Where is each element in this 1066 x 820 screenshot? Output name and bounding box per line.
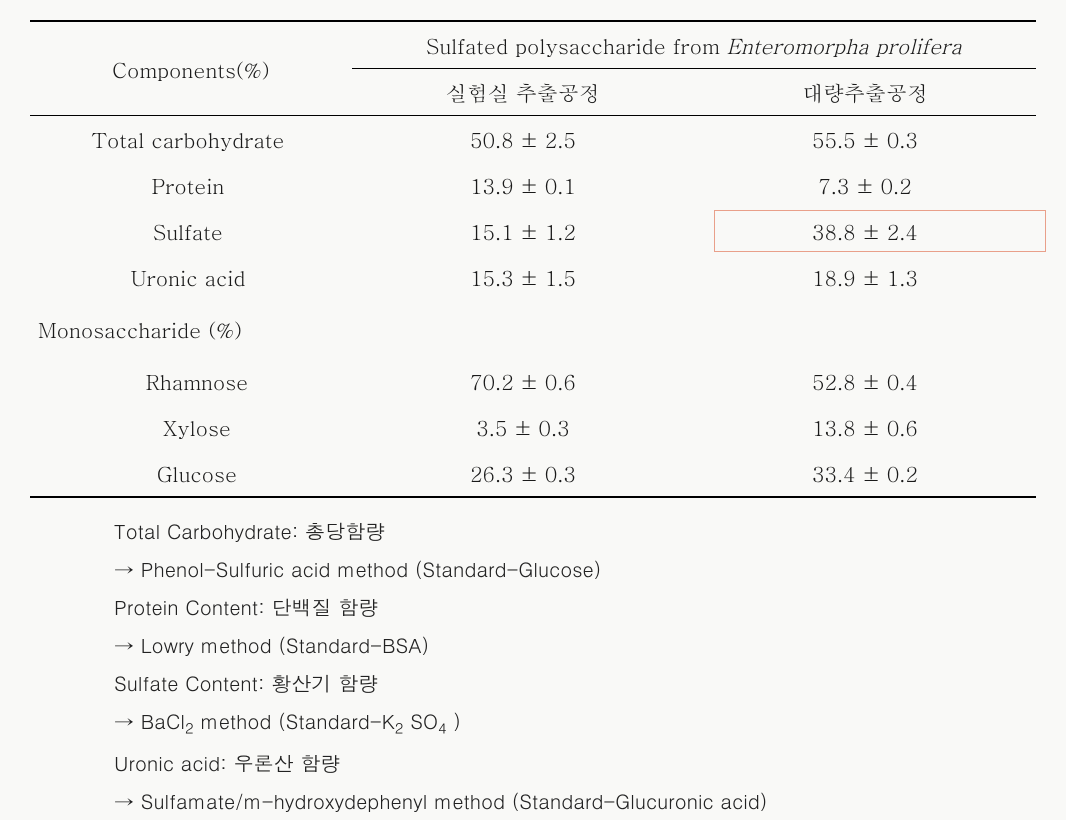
note-line: Uronic acid: 우론산 함량	[114, 744, 1036, 782]
section-label: Monosaccharide (%)	[30, 300, 1036, 358]
table-row: Sulfate 15.1 ± 1.2 38.8 ± 2.4	[30, 208, 1036, 254]
row-label: Total carbohydrate	[30, 116, 352, 163]
header-components: Components(%)	[30, 21, 352, 116]
row-value-highlighted: 38.8 ± 2.4	[694, 208, 1036, 254]
table-section-row: Monosaccharide (%)	[30, 300, 1036, 358]
note-text: method (Standard-K	[194, 706, 395, 735]
header-col1: 실험실 추출공정	[352, 69, 694, 116]
table-row: Xylose 3.5 ± 0.3 13.8 ± 0.6	[30, 404, 1036, 450]
table-row: Total carbohydrate 50.8 ± 2.5 55.5 ± 0.3	[30, 116, 1036, 163]
row-label: Glucose	[30, 450, 352, 497]
row-value: 50.8 ± 2.5	[352, 116, 694, 163]
row-value: 33.4 ± 0.2	[694, 450, 1036, 497]
subscript: 2	[185, 718, 194, 739]
note-line: → Phenol-Sulfuric acid method (Standard-…	[114, 550, 1036, 588]
table-row: Rhamnose 70.2 ± 0.6 52.8 ± 0.4	[30, 358, 1036, 404]
note-line: Protein Content: 단백질 함량	[114, 588, 1036, 626]
row-label: Protein	[30, 162, 352, 208]
row-value: 18.9 ± 1.3	[694, 254, 1036, 300]
table-row: Protein 13.9 ± 0.1 7.3 ± 0.2	[30, 162, 1036, 208]
row-value: 3.5 ± 0.3	[352, 404, 694, 450]
note-line: → Sulfamate/m-hydroxydephenyl method (St…	[114, 782, 1036, 820]
row-value: 52.8 ± 0.4	[694, 358, 1036, 404]
composition-table: Components(%) Sulfated polysaccharide fr…	[30, 20, 1036, 498]
row-label: Xylose	[30, 404, 352, 450]
row-value: 13.8 ± 0.6	[694, 404, 1036, 450]
row-value: 26.3 ± 0.3	[352, 450, 694, 497]
header-super-prefix: Sulfated polysaccharide from	[426, 30, 727, 60]
table-row: Uronic acid 15.3 ± 1.5 18.9 ± 1.3	[30, 254, 1036, 300]
table-row: Glucose 26.3 ± 0.3 33.4 ± 0.2	[30, 450, 1036, 497]
subscript: 4	[438, 718, 447, 739]
row-value: 13.9 ± 0.1	[352, 162, 694, 208]
header-col2: 대량추출공정	[694, 69, 1036, 116]
row-label: Rhamnose	[30, 358, 352, 404]
row-label: Sulfate	[30, 208, 352, 254]
row-value: 15.1 ± 1.2	[352, 208, 694, 254]
note-line: → BaCl2 method (Standard-K2 SO4 )	[114, 702, 1036, 744]
row-value: 15.3 ± 1.5	[352, 254, 694, 300]
header-super: Sulfated polysaccharide from Enteromorph…	[352, 21, 1036, 69]
row-value: 55.5 ± 0.3	[694, 116, 1036, 163]
notes-block: Total Carbohydrate: 총당함량 → Phenol-Sulfur…	[30, 512, 1036, 820]
note-text: )	[447, 706, 461, 735]
row-value-text: 38.8 ± 2.4	[812, 216, 918, 246]
note-line: → Lowry method (Standard-BSA)	[114, 626, 1036, 664]
row-value: 7.3 ± 0.2	[694, 162, 1036, 208]
row-value: 70.2 ± 0.6	[352, 358, 694, 404]
note-line: Total Carbohydrate: 총당함량	[114, 512, 1036, 550]
header-super-italic: Enteromorpha prolifera	[727, 30, 962, 60]
row-label: Uronic acid	[30, 254, 352, 300]
note-text: → BaCl	[114, 706, 185, 735]
note-text: SO	[404, 706, 438, 735]
subscript: 2	[395, 718, 404, 739]
note-line: Sulfate Content: 황산기 함량	[114, 664, 1036, 702]
